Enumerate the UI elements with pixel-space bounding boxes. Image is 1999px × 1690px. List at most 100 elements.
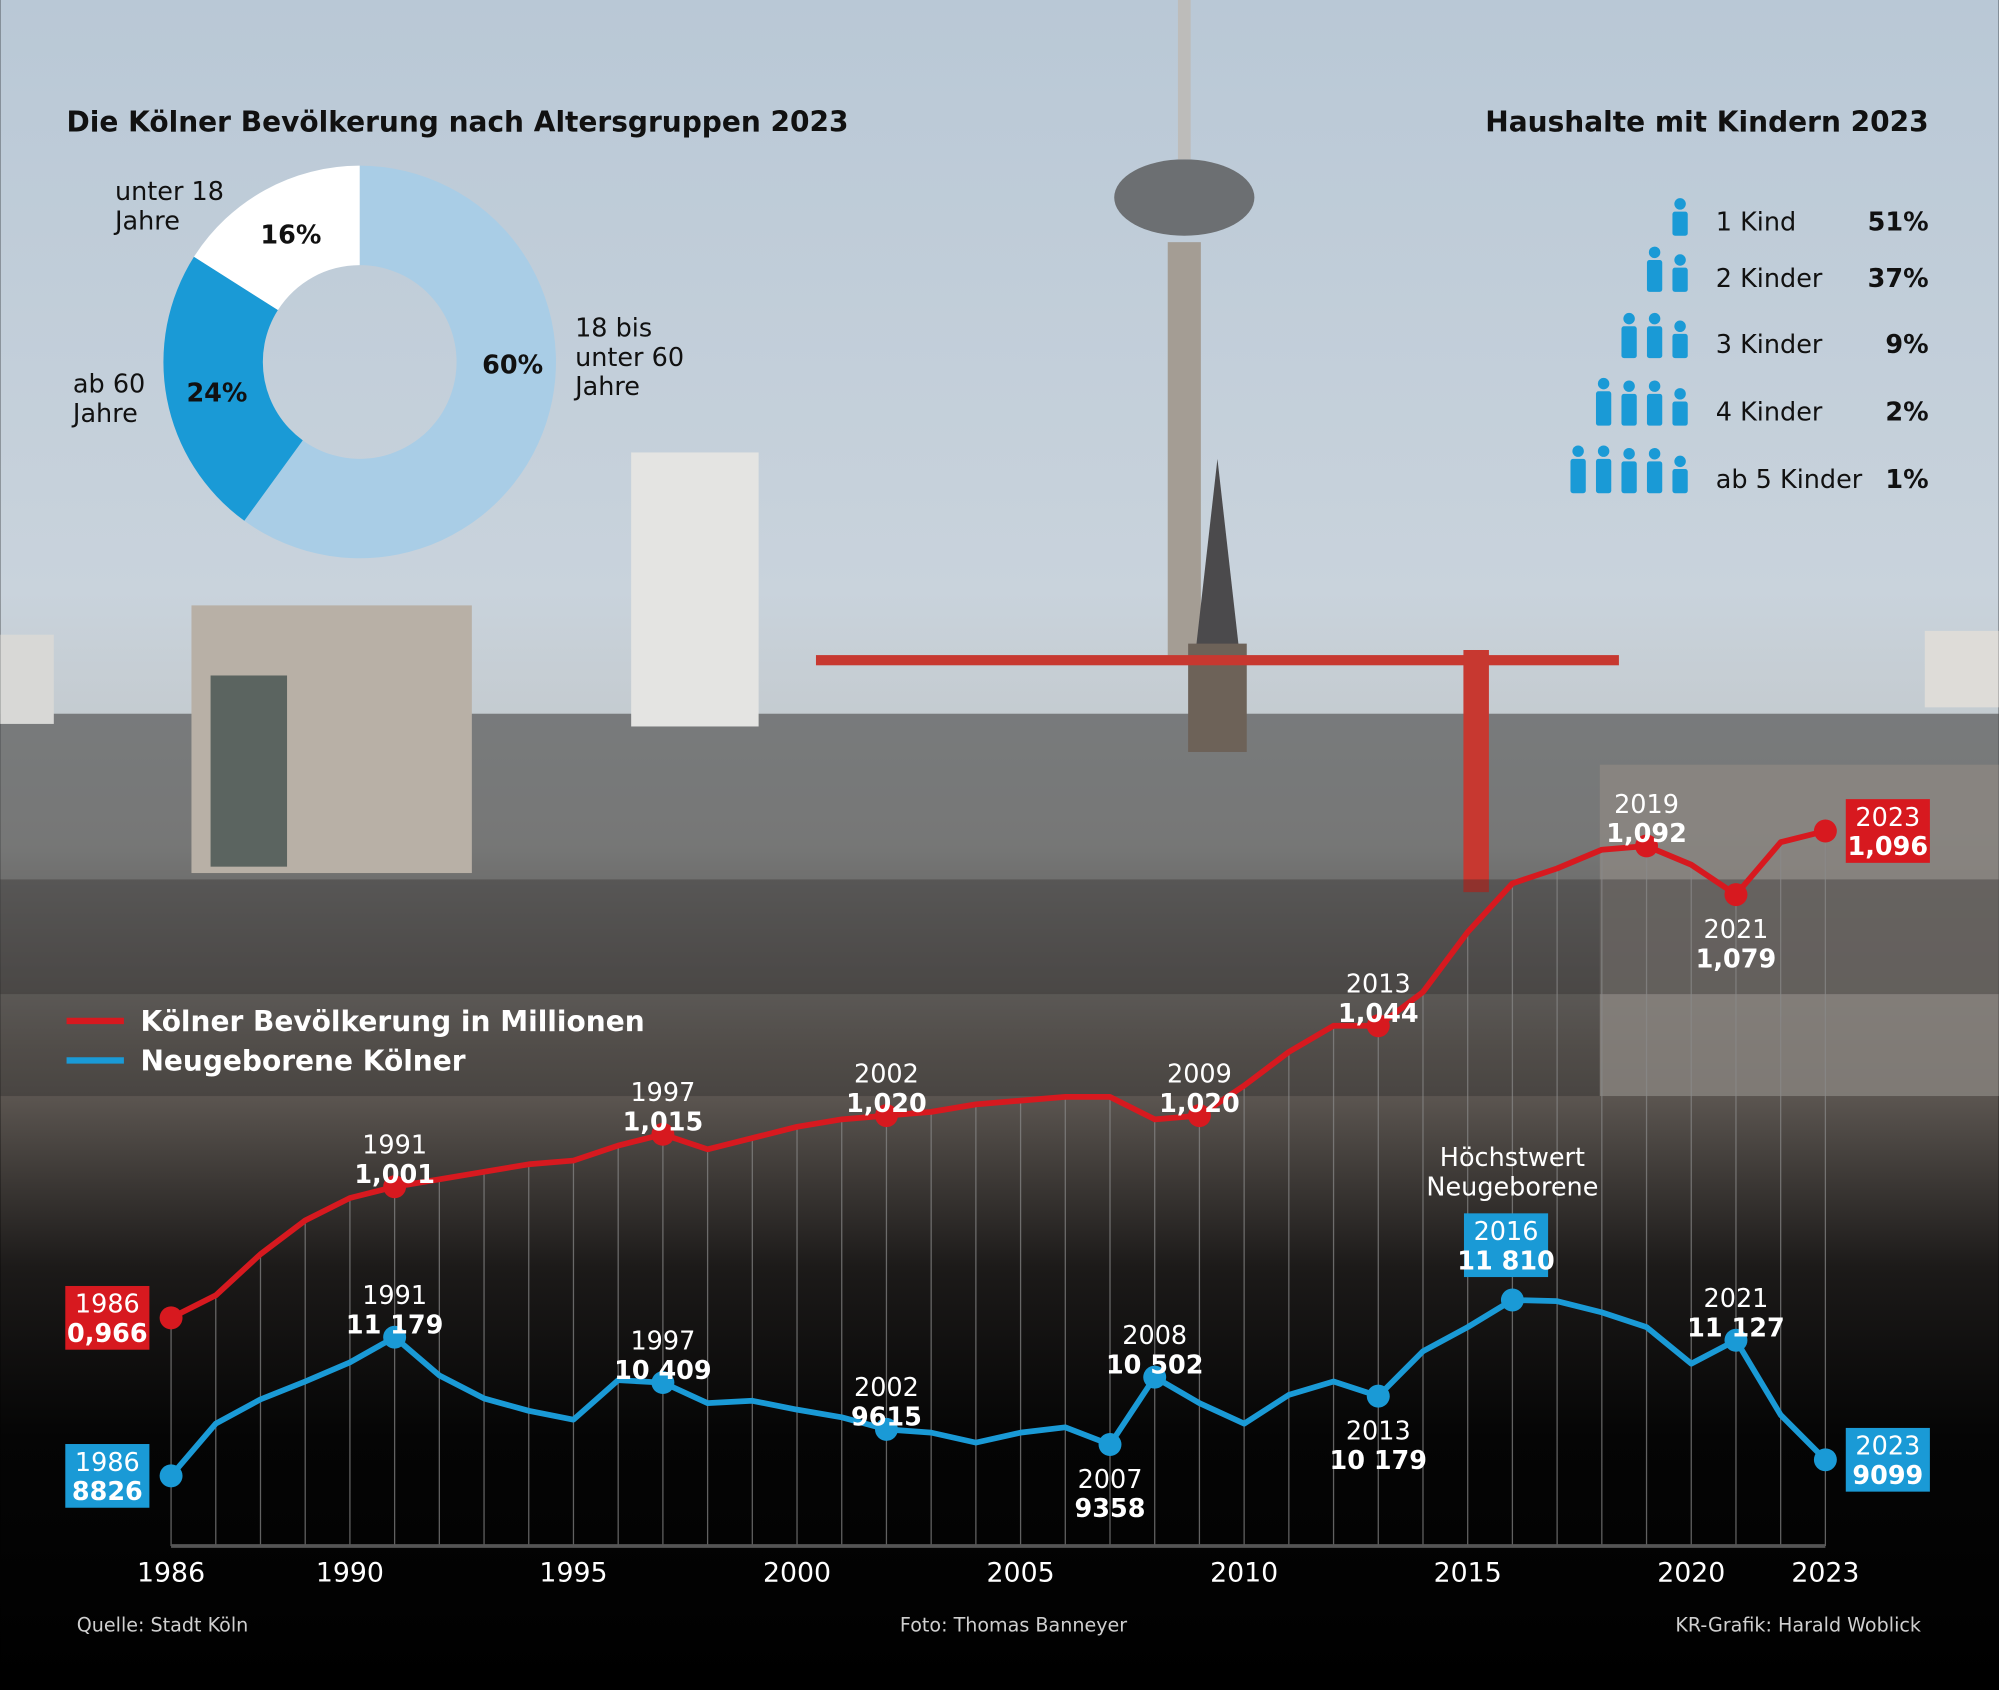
data-label-year: 2019	[1614, 790, 1679, 820]
person-head	[1674, 254, 1686, 266]
slice-label: unter 60	[575, 343, 684, 373]
data-label-value: 9358	[1075, 1494, 1146, 1524]
data-label-value: 11 127	[1687, 1313, 1785, 1343]
age-group-donut-chart: Die Kölner Bevölkerung nach Altersgruppe…	[67, 105, 849, 559]
person-body	[1672, 267, 1688, 292]
data-label-value: 10 179	[1329, 1446, 1427, 1476]
data-label-year: 2002	[854, 1059, 919, 1089]
data-label-value: 1,020	[1159, 1089, 1240, 1119]
slice-label: Jahre	[71, 399, 138, 429]
person-body	[1672, 469, 1688, 494]
person-head	[1597, 377, 1610, 390]
data-label-year: 2023	[1855, 1432, 1920, 1462]
x-tick-label: 2000	[763, 1558, 831, 1589]
data-point	[1724, 1328, 1748, 1352]
data-label-value: 1,079	[1696, 944, 1777, 974]
person-body	[1621, 461, 1637, 494]
person-head	[1648, 312, 1661, 325]
series-line	[168, 1297, 1828, 1478]
person-body	[1672, 333, 1688, 359]
household-row-value: 2%	[1885, 398, 1928, 428]
slice-value-label: 24%	[186, 378, 247, 408]
person-icon	[1621, 447, 1637, 494]
data-point	[1724, 883, 1748, 907]
data-label-year: 2021	[1704, 1284, 1769, 1314]
data-label-value: 11 179	[346, 1310, 444, 1340]
data-label-box	[65, 1285, 150, 1350]
data-label-value: 0,966	[67, 1319, 148, 1349]
person-icon	[1646, 312, 1663, 359]
person-head	[1674, 198, 1686, 210]
person-body	[1621, 326, 1637, 359]
data-point	[1366, 1014, 1390, 1038]
data-point	[1143, 1365, 1167, 1389]
donut-slice	[193, 165, 360, 311]
person-body	[1595, 391, 1612, 426]
person-head	[1597, 445, 1610, 457]
person-body	[1570, 458, 1586, 494]
person-icon	[1595, 377, 1612, 426]
person-head	[1648, 447, 1661, 460]
x-tick-label: 1995	[539, 1558, 607, 1589]
data-label-year: 2013	[1346, 1416, 1411, 1446]
person-body	[1646, 326, 1663, 359]
person-icon	[1672, 198, 1688, 236]
data-label-value: 1,020	[846, 1089, 927, 1119]
annotation-label: Höchstwert	[1440, 1143, 1585, 1173]
data-label-value: 1,001	[354, 1160, 435, 1190]
data-label-value: 10 409	[614, 1356, 712, 1386]
data-label-year: 1991	[362, 1131, 427, 1161]
data-label-year: 2008	[1122, 1321, 1187, 1351]
x-tick-label: 1990	[316, 1558, 384, 1589]
person-body	[1646, 260, 1663, 292]
person-head	[1674, 388, 1686, 400]
data-label-value: 11 810	[1457, 1246, 1555, 1276]
person-body	[1621, 393, 1637, 426]
series-line	[169, 828, 1827, 1321]
person-body	[1672, 211, 1688, 236]
data-point	[1500, 1288, 1524, 1312]
person-icon	[1672, 388, 1688, 426]
person-icon	[1621, 380, 1637, 426]
data-label-year: 2021	[1704, 915, 1769, 945]
person-head	[1648, 380, 1661, 392]
data-label-value: 9615	[851, 1403, 922, 1433]
data-label-year: 2002	[854, 1373, 919, 1403]
slice-label: unter 18	[115, 177, 224, 207]
person-icon	[1570, 445, 1586, 494]
person-body	[1672, 401, 1688, 426]
household-row-label: ab 5 Kinder	[1716, 465, 1863, 495]
data-point	[1813, 1448, 1837, 1472]
households-title: Haushalte mit Kindern 2023	[1485, 105, 1928, 138]
source-credit: Quelle: Stadt Köln	[77, 1613, 249, 1636]
donut-title: Die Kölner Bevölkerung nach Altersgruppe…	[67, 105, 849, 138]
data-label-box	[65, 1444, 150, 1508]
person-icon	[1646, 447, 1663, 494]
legend-label: Neugeborene Kölner	[140, 1045, 465, 1078]
data-point	[874, 1417, 898, 1441]
slice-label: ab 60	[73, 370, 145, 400]
data-label-value: 1,096	[1848, 832, 1929, 862]
slice-label: Jahre	[113, 206, 180, 236]
person-head	[1623, 380, 1635, 392]
x-tick-label: 2015	[1434, 1558, 1502, 1589]
person-head	[1674, 320, 1686, 333]
data-label-year: 1991	[362, 1281, 427, 1311]
data-label-value: 10 502	[1106, 1350, 1204, 1380]
data-label-year: 1986	[75, 1448, 140, 1478]
data-label-year: 2016	[1474, 1217, 1539, 1247]
graphic-credit: KR-Grafik: Harald Woblick	[1675, 1613, 1922, 1636]
credits: Quelle: Stadt Köln Foto: Thomas Banneyer…	[77, 1613, 1922, 1636]
person-icon	[1672, 455, 1688, 494]
data-point	[159, 1464, 183, 1488]
x-tick-label: 1986	[137, 1558, 205, 1589]
data-label-year: 1997	[630, 1326, 695, 1356]
data-point	[651, 1122, 675, 1146]
person-head	[1623, 312, 1635, 325]
data-label-value: 8826	[72, 1477, 143, 1507]
x-tick-label: 2023	[1791, 1558, 1859, 1589]
slice-value-label: 60%	[482, 350, 543, 380]
data-label-year: 2009	[1167, 1059, 1232, 1089]
data-label-box	[1845, 1427, 1930, 1492]
